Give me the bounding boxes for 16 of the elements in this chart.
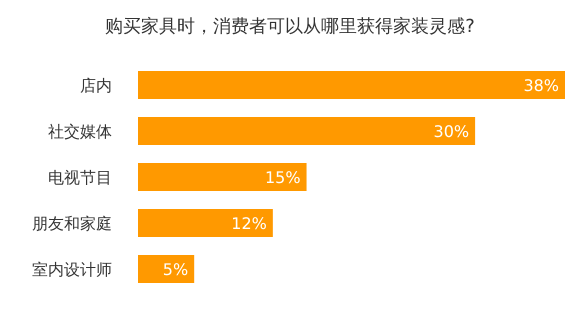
- bar: [138, 209, 273, 237]
- bar: [138, 71, 565, 99]
- bar: [138, 117, 476, 145]
- data-label: 5%: [162, 260, 188, 279]
- data-label: 38%: [523, 76, 559, 95]
- data-label: 15%: [264, 168, 301, 187]
- data-label: 12%: [231, 214, 267, 233]
- bar: [138, 255, 194, 283]
- y-tick-label: 朋友和家庭: [32, 214, 112, 233]
- bar: [138, 163, 307, 191]
- y-tick-label: 店内: [80, 76, 112, 95]
- y-tick-label: 电视节目: [48, 168, 112, 187]
- y-tick-label: 室内设计师: [32, 260, 112, 279]
- chart-title: 购买家具时，消费者可以从哪里获得家装灵感?: [105, 16, 475, 37]
- y-tick-label: 社交媒体: [48, 122, 112, 141]
- data-label: 30%: [434, 122, 470, 141]
